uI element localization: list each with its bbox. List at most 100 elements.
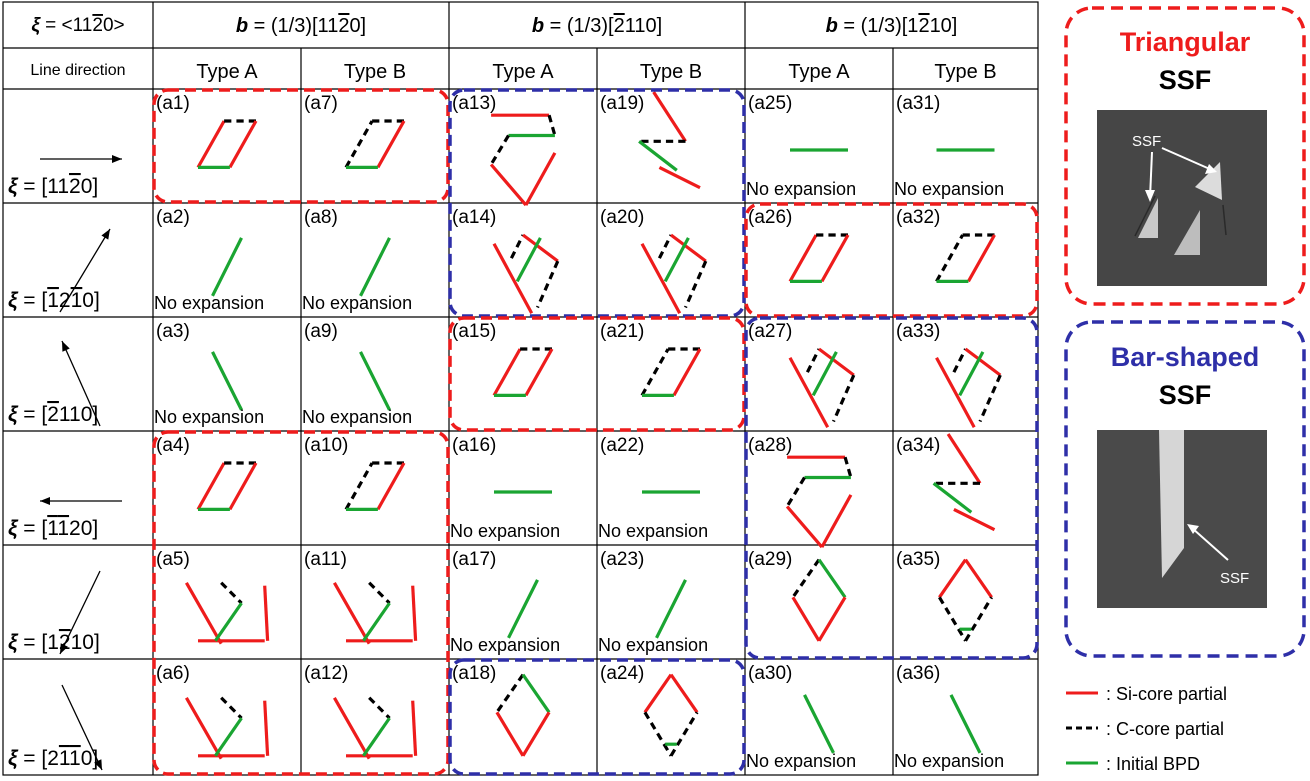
legend-initial-bpd-label: : Initial BPD bbox=[1106, 754, 1200, 774]
bar-shaped-ssf-tag: SSF bbox=[1220, 570, 1249, 587]
no-expansion-note: No expansion bbox=[154, 407, 264, 427]
line-direction-arrow bbox=[59, 228, 111, 313]
line-direction-header: Line direction bbox=[30, 62, 125, 79]
diagram-cell: (a3) No expansion bbox=[154, 321, 264, 427]
dislocation-shape bbox=[640, 347, 702, 397]
dislocation-shape bbox=[185, 581, 270, 645]
diagram-cell: (a26) bbox=[748, 207, 850, 283]
dislocation-shape bbox=[935, 347, 1002, 429]
line-direction-arrow bbox=[61, 684, 103, 771]
bar-shaped-title: Bar-shaped bbox=[1111, 342, 1260, 372]
diagram-cell: (a27) bbox=[748, 321, 856, 429]
triangular-title: Triangular bbox=[1120, 27, 1251, 57]
diagram-cell: (a4) bbox=[156, 435, 258, 511]
dislocation-shape bbox=[788, 233, 850, 283]
cell-label: (a26) bbox=[748, 207, 792, 228]
bar-shaped-ssf-box: Bar-shaped SSF SSF bbox=[1064, 320, 1306, 658]
line-direction-label: ξ = [2110] bbox=[8, 747, 98, 770]
diagram-cell: (a22) No expansion bbox=[598, 435, 708, 541]
cell-label: (a33) bbox=[896, 321, 940, 342]
diagram-cell: (a8) No expansion bbox=[302, 207, 412, 313]
group-frame bbox=[744, 202, 1039, 318]
dislocation-shape bbox=[333, 581, 418, 645]
diagram-cell: (a10) bbox=[304, 435, 406, 511]
group-frame bbox=[152, 88, 450, 204]
legend-si-core-label: : Si-core partial bbox=[1106, 684, 1227, 704]
cell-label: (a20) bbox=[600, 207, 644, 228]
line-direction-arrow bbox=[59, 570, 101, 655]
burgers-vector-header: b = (1/3)[2110] bbox=[532, 15, 662, 37]
dislocation-shape bbox=[359, 237, 391, 297]
diagram-cell: (a36) No expansion bbox=[894, 663, 1004, 771]
burgers-vector-header: b = (1/3)[1120] bbox=[236, 15, 366, 37]
no-expansion-note: No expansion bbox=[746, 751, 856, 771]
cell-label: (a11) bbox=[304, 549, 347, 570]
type-header: Type A bbox=[492, 61, 554, 83]
cell-label: (a14) bbox=[452, 207, 496, 228]
dislocation-shape bbox=[344, 461, 406, 511]
dislocation-shape bbox=[495, 673, 551, 757]
diagram-cell: (a28) bbox=[748, 435, 853, 549]
cell-label: (a31) bbox=[896, 93, 940, 114]
no-expansion-note: No expansion bbox=[894, 179, 1004, 199]
side-panel: Triangular SSF SSF Bar-shaped SSF SSF bbox=[1064, 6, 1306, 774]
no-expansion-note: No expansion bbox=[302, 407, 412, 427]
cell-label: (a2) bbox=[156, 207, 190, 228]
dislocation-shape bbox=[492, 233, 560, 315]
cell-label: (a24) bbox=[600, 663, 644, 684]
line-direction-label: ξ = [1120] bbox=[8, 517, 98, 540]
cell-label: (a35) bbox=[896, 549, 940, 570]
xi-family-header: ξ = <1120> bbox=[31, 15, 124, 36]
line-direction-label: ξ = [2110] bbox=[8, 403, 98, 426]
diagram-cell: (a5) bbox=[156, 549, 270, 645]
dislocation-shape bbox=[788, 347, 856, 429]
group-frame bbox=[152, 430, 450, 776]
dislocation-shape bbox=[196, 119, 258, 169]
cell-label: (a29) bbox=[748, 549, 792, 570]
diagram-cell: (a29) bbox=[748, 549, 847, 642]
dislocation-shape bbox=[949, 694, 982, 754]
cell-label: (a4) bbox=[156, 435, 190, 456]
no-expansion-note: No expansion bbox=[302, 293, 412, 313]
dislocation-shape bbox=[638, 91, 701, 190]
cell-label: (a3) bbox=[156, 321, 190, 342]
diagram-cell: (a19) bbox=[600, 91, 701, 190]
no-expansion-note: No expansion bbox=[450, 635, 560, 655]
cell-label: (a17) bbox=[452, 549, 496, 570]
diagram-cell: (a16) No expansion bbox=[450, 435, 560, 541]
dislocation-shape bbox=[211, 237, 243, 297]
cell-label: (a8) bbox=[304, 207, 338, 228]
bar-shaped-ssf-micrograph: SSF bbox=[1097, 430, 1267, 608]
dislocation-shape bbox=[489, 113, 557, 207]
cell-label: (a10) bbox=[304, 435, 348, 456]
table-headers: ξ = <1120> Line direction b = (1/3)[1120] b… bbox=[30, 15, 996, 83]
dislocation-shape bbox=[333, 696, 418, 760]
cell-label: (a19) bbox=[600, 93, 644, 114]
legend-c-core-label: : C-core partial bbox=[1106, 719, 1224, 739]
bar-shaped-subtitle: SSF bbox=[1159, 380, 1212, 410]
no-expansion-note: No expansion bbox=[598, 521, 708, 541]
diagram-cell: (a6) bbox=[156, 663, 270, 760]
diagram-cell: (a34) bbox=[896, 433, 996, 532]
cell-label: (a13) bbox=[452, 93, 496, 114]
cell-label: (a23) bbox=[600, 549, 644, 570]
diagram-cell: (a20) bbox=[600, 207, 708, 315]
no-expansion-note: No expansion bbox=[450, 521, 560, 541]
cell-label: (a25) bbox=[748, 93, 792, 114]
cell-label: (a18) bbox=[452, 663, 496, 684]
cell-label: (a28) bbox=[748, 435, 792, 456]
cell-label: (a22) bbox=[600, 435, 644, 456]
dislocation-shape bbox=[785, 455, 853, 549]
dislocation-shape bbox=[211, 351, 243, 411]
diagram-cell: (a35) bbox=[896, 549, 993, 642]
diagram-cell: (a12) bbox=[304, 663, 418, 760]
diagram-cell: (a9) No expansion bbox=[302, 321, 412, 427]
diagram-cell: (a1) bbox=[156, 93, 258, 169]
diagram-cell: (a33) bbox=[896, 321, 1002, 429]
cell-label: (a5) bbox=[156, 549, 190, 570]
cell-contents: (a1) (a7) (a13) (a19) (a25)No expansion(a31)… bbox=[154, 91, 1004, 771]
burgers-vector-header: b = (1/3)[1210] bbox=[826, 15, 958, 37]
cell-label: (a34) bbox=[896, 435, 940, 456]
type-header: Type B bbox=[934, 61, 996, 83]
dislocation-shape bbox=[196, 461, 258, 511]
